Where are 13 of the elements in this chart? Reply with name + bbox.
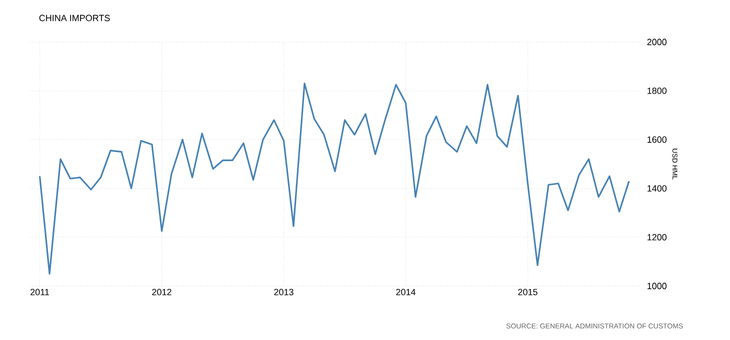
y-tick-label: 1600 bbox=[648, 136, 667, 143]
y-tick-label: 1800 bbox=[648, 88, 667, 94]
x-tick-label: 2012 bbox=[152, 288, 172, 296]
x-tick-label: 2015 bbox=[518, 288, 538, 296]
y-tick-label: 1200 bbox=[648, 234, 667, 240]
chart-title: CHINA IMPORTS bbox=[39, 14, 110, 22]
y-tick-label: 1000 bbox=[648, 282, 667, 290]
y-tick-label: 1400 bbox=[648, 185, 667, 192]
x-tick-label: 2011 bbox=[30, 288, 49, 296]
y-tick-label: 2000 bbox=[647, 38, 667, 46]
line-series bbox=[38, 82, 630, 275]
x-tick-label: 2014 bbox=[396, 288, 416, 296]
x-tick-label: 2013 bbox=[274, 288, 294, 296]
